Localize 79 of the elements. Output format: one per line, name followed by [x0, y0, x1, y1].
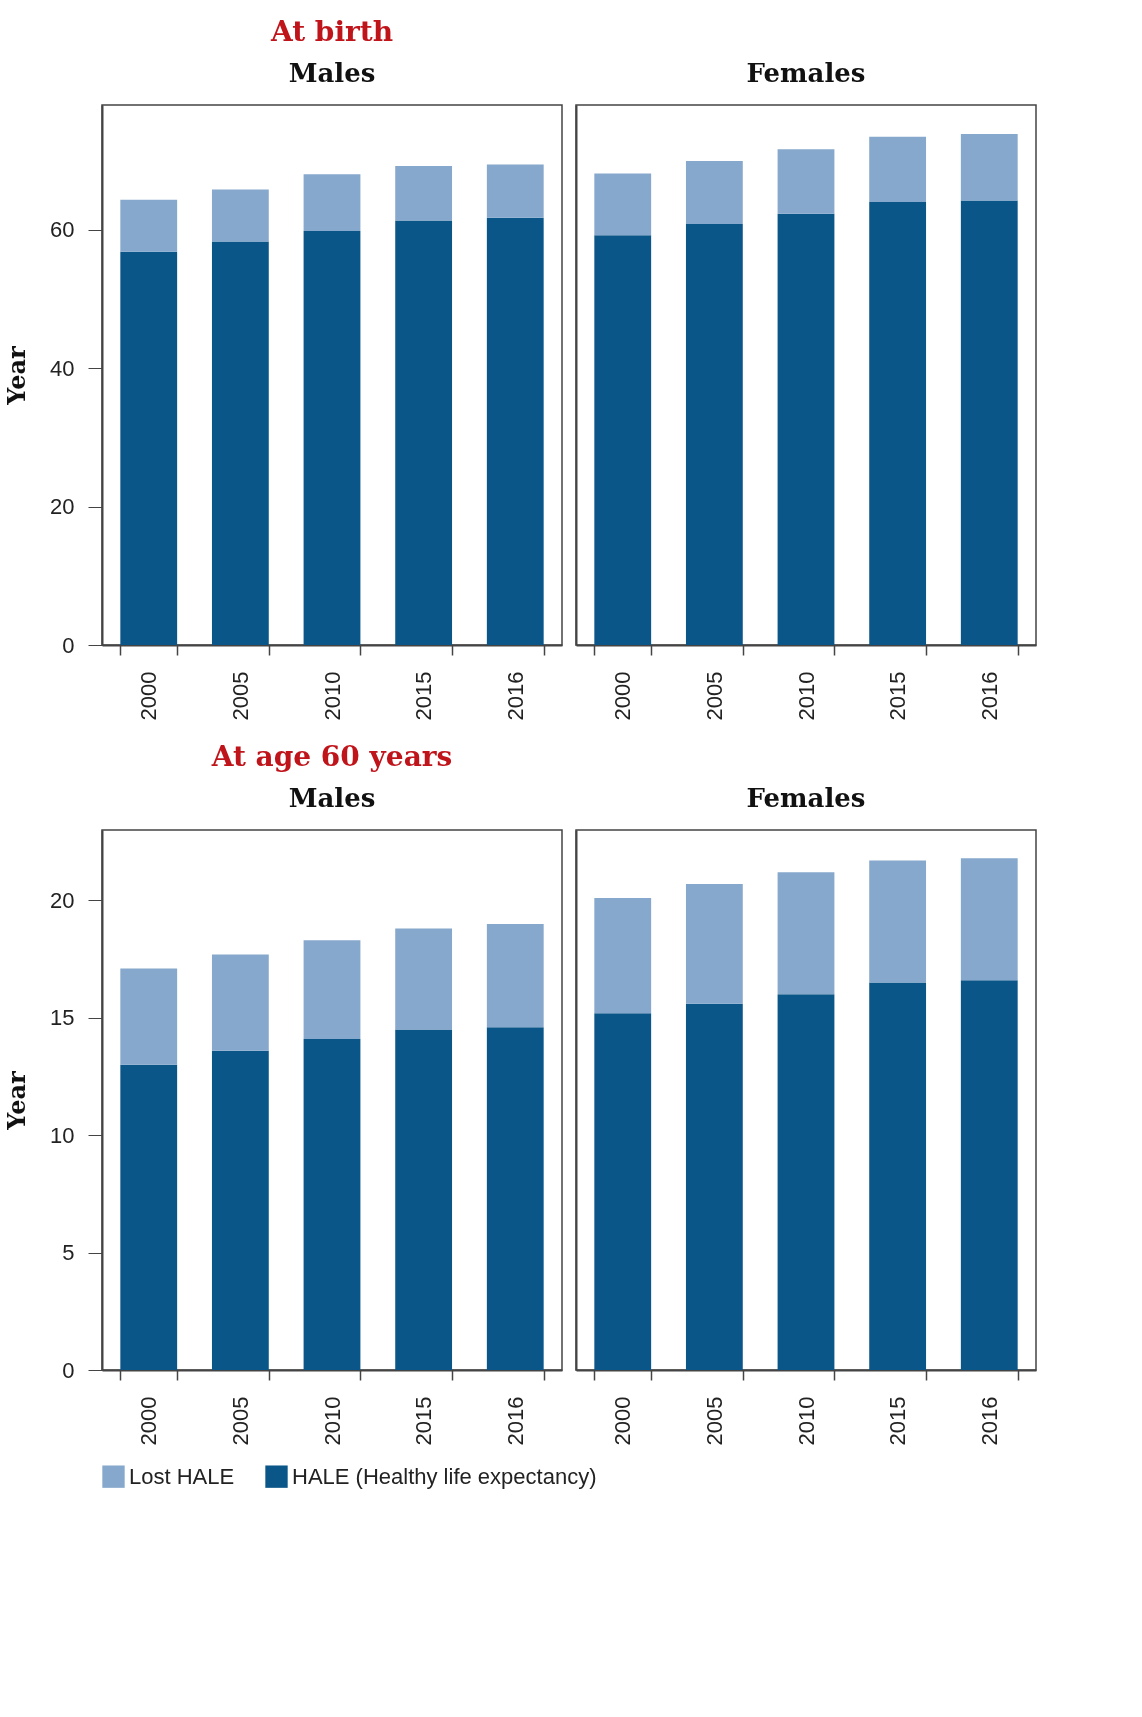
bar [303, 174, 361, 231]
bar [120, 968, 178, 1065]
y-axis-title: Year [2, 345, 32, 406]
bar [120, 199, 178, 252]
x-tick-label: 2000 [610, 1396, 636, 1446]
x-tick-label: 2010 [793, 1396, 819, 1446]
chart-subtitle: Males [288, 783, 376, 813]
bar [777, 872, 835, 995]
bar [303, 1038, 361, 1370]
bar [777, 213, 835, 645]
x-tick-label: 2016 [976, 1396, 1002, 1446]
y-tick-label: 15 [50, 1005, 75, 1031]
legend-label: Lost HALE [129, 1463, 235, 1489]
y-tick-label: 60 [50, 217, 75, 243]
chart-title: At age 60 years [210, 740, 453, 773]
bar [594, 1013, 652, 1370]
x-tick-label: 2015 [885, 671, 911, 721]
x-tick-label: 2005 [227, 671, 253, 721]
bar [395, 165, 453, 221]
x-tick-label: 2015 [411, 1396, 437, 1446]
bar [777, 149, 835, 214]
x-tick-label: 2016 [976, 671, 1002, 721]
x-tick-label: 2010 [793, 671, 819, 721]
y-tick-label: 40 [50, 355, 75, 381]
x-tick-label: 2010 [319, 1396, 345, 1446]
bar [120, 251, 178, 645]
y-tick-label: 20 [50, 494, 75, 520]
bar [685, 161, 743, 225]
x-tick-label: 2016 [502, 1396, 528, 1446]
x-tick-label: 2005 [227, 1396, 253, 1446]
y-tick-label: 0 [62, 1357, 75, 1383]
bar [594, 235, 652, 645]
chart-subtitle: Males [288, 58, 376, 88]
bar [869, 860, 927, 983]
chart-subtitle: Females [746, 783, 866, 813]
bar [303, 231, 361, 645]
bar [685, 884, 743, 1004]
x-tick-label: 2000 [610, 671, 636, 721]
x-tick-label: 2010 [319, 671, 345, 721]
bar [395, 1029, 453, 1370]
legend-label: HALE (Healthy life expectancy) [292, 1463, 597, 1489]
y-tick-label: 10 [50, 1122, 75, 1148]
bar [960, 134, 1018, 201]
bar [211, 241, 269, 645]
x-tick-label: 2000 [136, 671, 162, 721]
x-tick-label: 2005 [701, 671, 727, 721]
y-axis-title: Year [2, 1070, 32, 1131]
bar [960, 200, 1018, 645]
bar [211, 1050, 269, 1370]
y-tick-label: 20 [50, 887, 75, 913]
bar [303, 940, 361, 1039]
bar [120, 1064, 178, 1370]
bar [486, 217, 544, 645]
x-tick-label: 2000 [136, 1396, 162, 1446]
bar [869, 982, 927, 1370]
x-tick-label: 2015 [885, 1396, 911, 1446]
y-tick-label: 5 [62, 1240, 75, 1266]
bar [777, 994, 835, 1370]
bar [486, 1027, 544, 1370]
y-tick-label: 0 [62, 632, 75, 658]
bar [869, 136, 927, 202]
bar [395, 220, 453, 645]
bar [869, 201, 927, 645]
bar [211, 954, 269, 1051]
chart-title: At birth [269, 15, 394, 48]
bar [486, 164, 544, 218]
bar [486, 923, 544, 1028]
bar [960, 980, 1018, 1370]
x-tick-label: 2016 [502, 671, 528, 721]
x-tick-label: 2005 [701, 1396, 727, 1446]
bar [685, 224, 743, 645]
x-tick-label: 2015 [411, 671, 437, 721]
bar [685, 1003, 743, 1370]
bar [594, 173, 652, 236]
bar [594, 898, 652, 1014]
bar [211, 189, 269, 242]
chart-subtitle: Females [746, 58, 866, 88]
bar [960, 858, 1018, 981]
bar [395, 928, 453, 1030]
